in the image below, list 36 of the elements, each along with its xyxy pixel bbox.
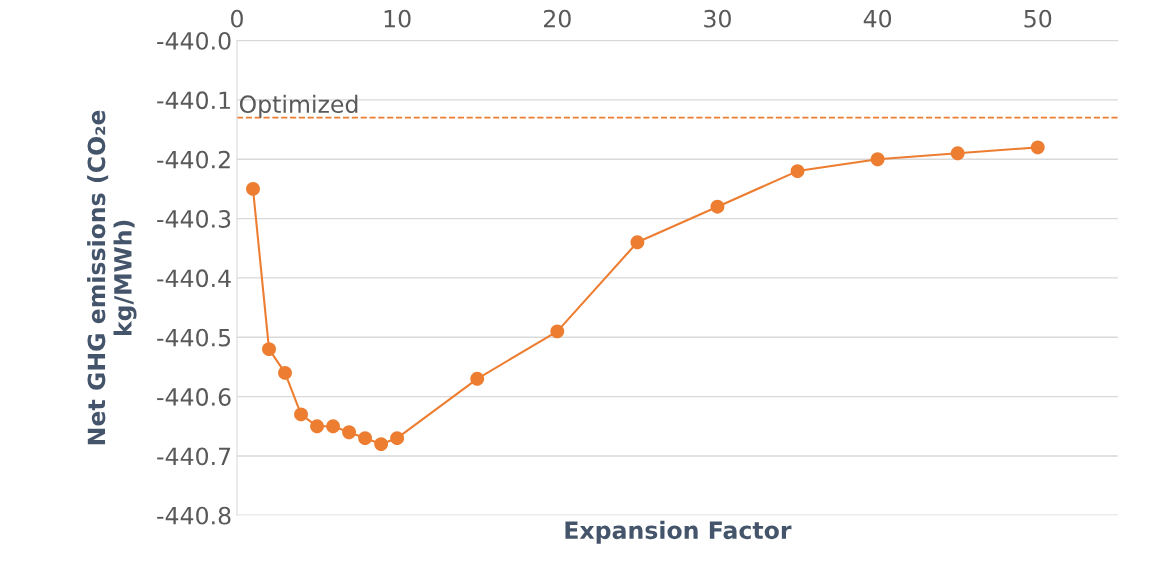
- y-tick-label: -440.4: [157, 269, 231, 288]
- x-tick-label: 0: [231, 9, 243, 28]
- point: [390, 431, 405, 446]
- point: [790, 164, 805, 179]
- x-tick-label: 40: [863, 9, 892, 28]
- x-axis-title: Expansion Factor: [565, 520, 792, 544]
- x-tick-label: 10: [384, 9, 411, 28]
- point: [326, 419, 341, 434]
- x-tick-label: 20: [544, 9, 571, 28]
- y-axis-title: Net GHG emissions (CO₂e kg/MWh): [87, 110, 137, 445]
- point: [374, 437, 389, 452]
- y-tick-label: -440.1: [157, 91, 230, 110]
- y-tick-label: -440.0: [157, 31, 231, 50]
- point: [630, 235, 645, 250]
- point: [950, 146, 965, 161]
- point: [1030, 140, 1045, 155]
- ref-line-label: Optimized: [239, 94, 358, 118]
- y-tick-label: -440.5: [157, 328, 231, 347]
- y-tick-label: -440.6: [157, 388, 231, 406]
- point: [278, 365, 292, 380]
- x-tick-label: 50: [1024, 9, 1052, 28]
- y-tick-label: -440.7: [157, 447, 231, 466]
- point: [710, 199, 725, 214]
- point: [294, 407, 308, 422]
- y-tick-label: -440.2: [157, 150, 230, 169]
- point: [246, 181, 260, 196]
- point: [262, 342, 276, 357]
- point: [310, 419, 324, 434]
- y-tick-label: -440.8: [157, 506, 231, 525]
- point: [342, 425, 357, 440]
- point: [870, 152, 885, 167]
- point: [550, 324, 565, 339]
- y-tick-label: -440.3: [157, 210, 231, 228]
- x-tick-label: 30: [704, 9, 731, 28]
- point: [470, 371, 485, 386]
- point: [358, 431, 373, 446]
